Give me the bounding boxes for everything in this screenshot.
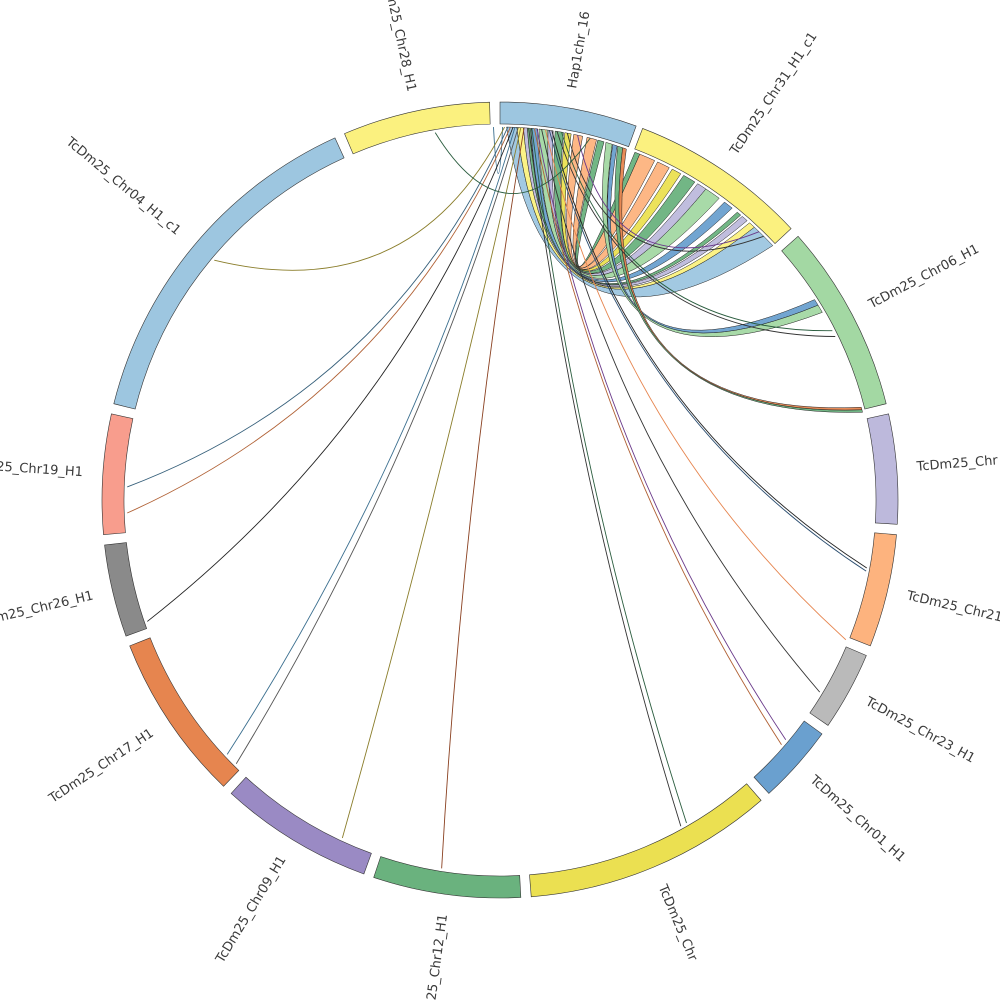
chromosome-segment: [849, 532, 897, 647]
synteny-link: [536, 128, 787, 741]
synteny-link: [441, 127, 525, 869]
synteny-ribbon: [547, 129, 707, 276]
chromosome-label: TcDm25_Chr09_H1: [213, 853, 290, 966]
chromosome-segment: [129, 637, 240, 787]
chromosome-segment: [809, 646, 867, 726]
chromosome-label: TcDm25_Chr28_H1: [378, 0, 419, 93]
chromosome-label: TcDm25_Chr17_H1: [46, 726, 157, 807]
synteny-link: [341, 127, 522, 839]
link-layer: [127, 126, 867, 869]
chromosome-segment: [781, 235, 887, 410]
synteny-ribbon: [618, 147, 863, 411]
chromosome-label: TcDm25_Chr: [654, 882, 700, 964]
chromosome-label: TcDm25_Chr: [915, 453, 999, 474]
synteny-link: [214, 126, 505, 271]
chromosome-label: TcDm25_Chr23_H1: [862, 694, 977, 766]
chromosome-segment: [104, 542, 148, 637]
chromosome-label: TcDm25_Chr19_H1: [0, 457, 83, 480]
synteny-link: [531, 128, 687, 824]
synteny-ribbon: [607, 144, 819, 334]
chromosome-ring: [101, 101, 899, 899]
synteny-link: [561, 131, 833, 332]
synteny-link: [551, 130, 867, 569]
ribbon-layer: [506, 126, 863, 413]
synteny-link: [541, 129, 821, 693]
synteny-link: [566, 133, 764, 252]
chromosome-label: Hap1chr_16: [565, 10, 593, 89]
chromosome-segment: [230, 776, 372, 875]
chromosome-label: TcDm25_Chr12_H1: [420, 913, 451, 1000]
chromosome-label: TcDm25_Chr06_H1: [866, 242, 982, 313]
synteny-link: [548, 130, 867, 572]
synteny-link: [235, 127, 519, 764]
synteny-ribbon: [530, 128, 733, 283]
synteny-link: [434, 132, 591, 195]
synteny-link: [127, 126, 511, 514]
synteny-link: [528, 128, 682, 827]
synteny-link: [556, 131, 836, 337]
synteny-ribbon: [575, 139, 641, 267]
chromosome-segment: [101, 413, 134, 536]
synteny-link: [127, 126, 509, 488]
synteny-link: [545, 129, 847, 641]
synteny-link: [577, 135, 760, 249]
chromosome-segment: [529, 783, 762, 898]
chromosome-segment: [634, 128, 792, 244]
chromosome-segment: [373, 856, 522, 899]
chromosome-segment: [499, 101, 637, 148]
chromosome-label: TcDm25_Chr01_H1: [806, 772, 908, 865]
chromosome-label: TcDm25_Chr04_H1_c1: [62, 134, 183, 238]
chromosome-segment: [113, 137, 345, 410]
chromosome-segment: [866, 413, 899, 525]
chromosome-label: TcDm25_Chr26_H1: [0, 589, 95, 632]
chromosome-segment: [344, 101, 491, 155]
chromosome-label: TcDm25_Chr21_H1: [904, 588, 1000, 631]
synteny-link: [147, 127, 514, 622]
synteny-link: [534, 128, 782, 745]
chromosome-label: TcDm25_Chr31_H1_c1: [727, 30, 821, 159]
chromosome-segment: [753, 720, 823, 794]
synteny-link: [226, 127, 516, 755]
